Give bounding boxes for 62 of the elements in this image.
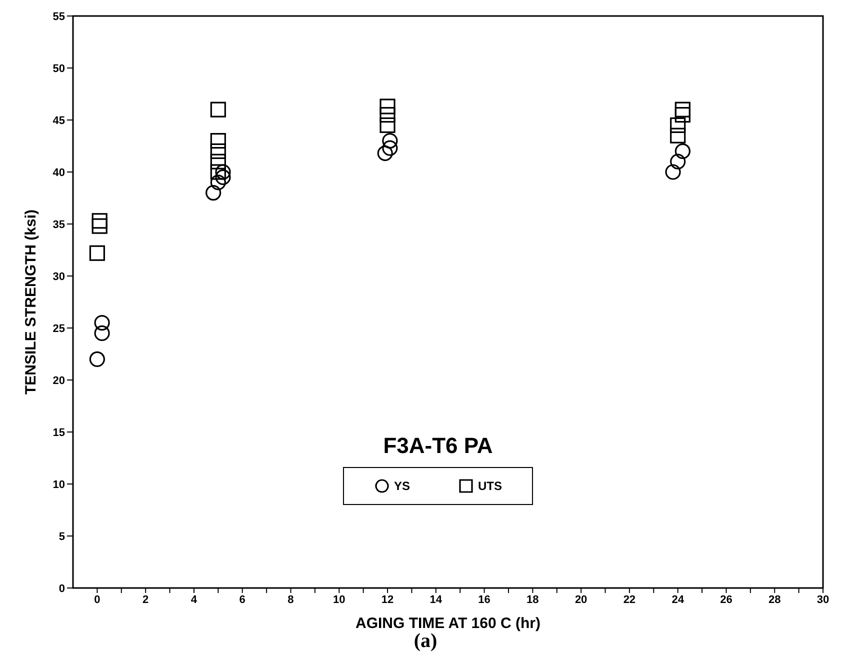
point <box>674 102 690 118</box>
x-tick-label: 18 <box>526 594 539 606</box>
x-tick-label: 28 <box>768 594 781 606</box>
point <box>670 128 686 144</box>
point <box>674 107 690 123</box>
point <box>94 325 110 341</box>
point <box>92 218 108 234</box>
y-tick-label: 20 <box>52 374 65 387</box>
y-axis-title: TENSILE STRENGTH (ksi) <box>22 209 40 395</box>
x-tick-label: 0 <box>94 594 100 606</box>
legend-label: YS <box>394 479 410 493</box>
point <box>210 133 226 149</box>
point <box>210 164 226 180</box>
x-tick-label: 16 <box>478 594 490 606</box>
point <box>382 140 398 156</box>
x-tick-label: 10 <box>333 594 346 606</box>
point <box>674 143 690 159</box>
point <box>215 169 231 185</box>
point <box>380 98 396 114</box>
point <box>210 174 226 190</box>
y-tick-label: 25 <box>52 322 65 335</box>
y-tick-label: 50 <box>52 62 65 75</box>
point <box>89 245 105 261</box>
x-tick-label: 26 <box>720 594 732 606</box>
point <box>380 107 396 123</box>
legend-title: F3A-T6 PA <box>382 433 494 459</box>
x-tick-label: 14 <box>430 594 443 606</box>
point <box>210 154 226 170</box>
point <box>665 164 681 180</box>
x-tick-label: 4 <box>190 594 198 606</box>
x-tick-label: 6 <box>239 594 246 606</box>
y-tick-label: 5 <box>58 530 65 543</box>
y-tick-label: 45 <box>52 114 65 127</box>
point <box>670 117 686 133</box>
legend-label: UTS <box>478 479 502 493</box>
y-tick-label: 15 <box>52 426 65 439</box>
x-tick-label: 22 <box>623 594 636 606</box>
point <box>206 185 222 201</box>
point <box>380 117 396 133</box>
y-tick-label: 0 <box>58 582 65 595</box>
point <box>215 164 231 180</box>
x-tick-label: 24 <box>672 594 685 606</box>
point <box>89 351 105 367</box>
x-tick-label: 30 <box>816 594 830 606</box>
point <box>94 315 110 331</box>
y-tick-label: 55 <box>52 10 65 23</box>
y-tick-label: 10 <box>52 478 65 491</box>
x-tick-label: 20 <box>574 594 588 606</box>
point <box>377 145 393 162</box>
point <box>210 143 226 159</box>
y-tick-label: 35 <box>52 218 65 231</box>
point <box>210 102 226 118</box>
x-tick-label: 2 <box>142 594 149 606</box>
y-tick-label: 30 <box>52 270 65 283</box>
point <box>382 133 398 149</box>
x-axis-title: AGING TIME AT 160 C (hr) <box>355 615 541 632</box>
x-tick-label: 12 <box>381 594 394 606</box>
text: (a) <box>412 630 438 653</box>
point <box>92 213 108 229</box>
y-tick-label: 40 <box>52 166 65 179</box>
x-tick-label: 8 <box>288 594 294 606</box>
point <box>670 154 686 170</box>
